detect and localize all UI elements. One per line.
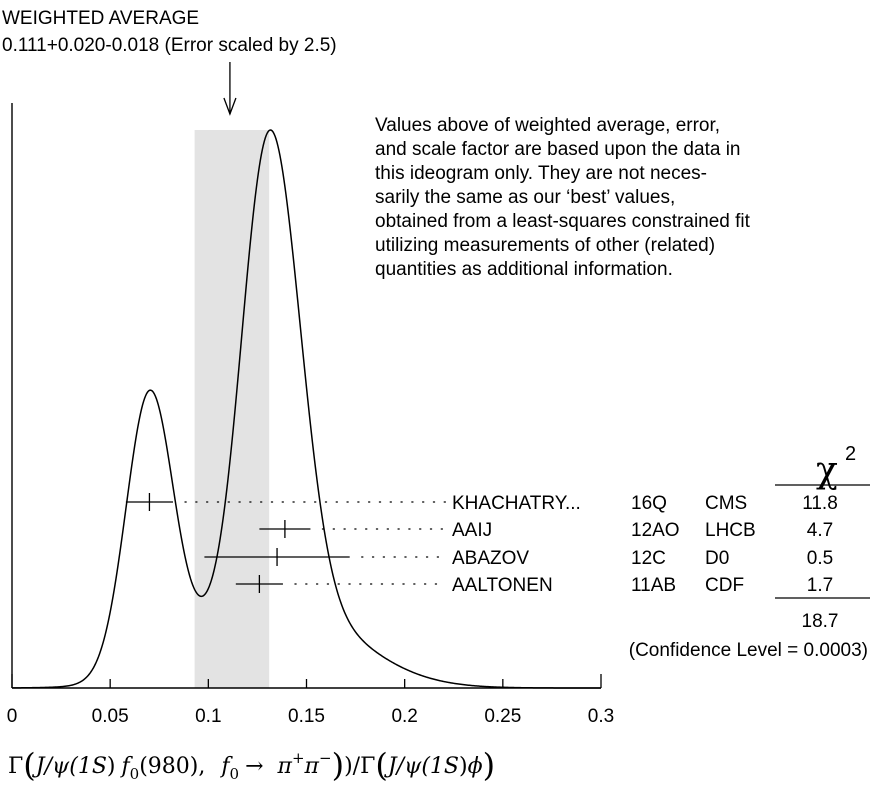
measurement-experiment: D0 xyxy=(705,548,729,569)
measurement-ref: 11AB xyxy=(631,575,676,596)
note-line: sarily the same as our ‘best’ values, xyxy=(375,187,675,208)
xlabel-arrow: → xyxy=(245,754,263,779)
measurement-chi2: 11.8 xyxy=(802,493,838,514)
measurement-author: ABAZOV xyxy=(452,548,529,569)
measurement-ref: 12AO xyxy=(631,520,680,541)
note-line: utilizing measurements of other (related… xyxy=(375,235,715,256)
measurement-author: KHACHATRY... xyxy=(452,493,581,514)
x-tick-label: 0.05 xyxy=(92,706,129,727)
measurement-row: ABAZOV 12C D0 0.5 xyxy=(204,548,833,569)
measurement-experiment: CMS xyxy=(705,493,747,514)
note-line: quantities as additional information. xyxy=(375,259,673,280)
chi2-power: 2 xyxy=(845,443,856,465)
xlabel-s: S xyxy=(92,754,107,779)
xlabel-j2: J xyxy=(384,754,398,779)
xlabel-close: ) xyxy=(107,754,116,779)
xlabel-sub0: 0 xyxy=(130,765,140,783)
x-tick-label: 0.15 xyxy=(288,706,325,727)
xlabel-phi: ϕ xyxy=(468,754,483,779)
weighted-average-arrow-icon xyxy=(223,62,237,116)
chart-subtitle: 0.111+0.020-0.018 (Error scaled by 2.5) xyxy=(2,35,337,56)
note-block: Values above of weighted average, error,… xyxy=(375,115,751,280)
xlabel-close2: ) xyxy=(459,754,468,779)
xlabel-paren-open2: ( xyxy=(375,746,387,784)
xlabel-psi2: /ψ(1 xyxy=(395,754,444,779)
xlabel-minus: − xyxy=(319,749,332,767)
xlabel-j: J xyxy=(32,754,46,779)
xlabel-paren-close2: ) xyxy=(483,746,495,784)
xlabel-sub0b: 0 xyxy=(230,765,240,783)
measurement-ref: 12C xyxy=(631,548,666,569)
x-tick-label: 0.1 xyxy=(195,706,221,727)
note-line: obtained from a least-squares constraine… xyxy=(375,211,751,232)
xlabel-ratio: )/Γ xyxy=(344,754,375,779)
x-tick-label: 0.25 xyxy=(484,706,521,727)
xlabel-paren-open: ( xyxy=(23,746,35,784)
note-line: and scale factor are based upon the data… xyxy=(375,139,740,160)
measurement-row: AALTONEN 11AB CDF 1.7 xyxy=(235,575,833,596)
weighted-average-band xyxy=(194,130,270,688)
chi2-symbol: χ xyxy=(816,450,838,491)
measurement-ref: 16Q xyxy=(631,493,667,514)
xlabel-plus: + xyxy=(292,749,305,767)
measurement-author: AALTONEN xyxy=(452,575,553,596)
x-tick-label: 0 xyxy=(7,706,18,727)
xlabel-pi1: π xyxy=(277,754,293,779)
chart-title: WEIGHTED AVERAGE xyxy=(2,8,199,29)
chi2-total: 18.7 xyxy=(802,611,839,632)
measurement-row: AAIJ 12AO LHCB 4.7 xyxy=(259,520,833,541)
measurement-chi2: 4.7 xyxy=(807,520,833,541)
xlabel-s2: S xyxy=(444,754,459,779)
xlabel-mass: (980), xyxy=(139,754,205,779)
measurement-chi2: 0.5 xyxy=(807,548,833,569)
note-line: this ideogram only. They are not neces- xyxy=(375,163,707,184)
note-line: Values above of weighted average, error, xyxy=(375,115,720,136)
xlabel-psi: /ψ(1 xyxy=(43,754,92,779)
x-tick-label: 0.3 xyxy=(588,706,614,727)
xlabel-gamma: Γ xyxy=(8,754,23,779)
xlabel-pi2: π xyxy=(304,754,320,779)
measurement-experiment: CDF xyxy=(705,575,744,596)
confidence-level: (Confidence Level = 0.0003) xyxy=(629,640,868,661)
xlabel-paren-close: ) xyxy=(332,746,344,784)
measurement-chi2: 1.7 xyxy=(807,575,833,596)
x-tick-label: 0.2 xyxy=(391,706,417,727)
measurement-experiment: LHCB xyxy=(705,520,756,541)
measurement-row: KHACHATRY... 16Q CMS 11.8 xyxy=(125,493,838,514)
x-axis-label: Γ(J/ψ(1S) f0(980), f0 → π+π−))/Γ(J/ψ(1S)ϕ) xyxy=(8,746,495,784)
measurement-author: AAIJ xyxy=(452,520,492,541)
